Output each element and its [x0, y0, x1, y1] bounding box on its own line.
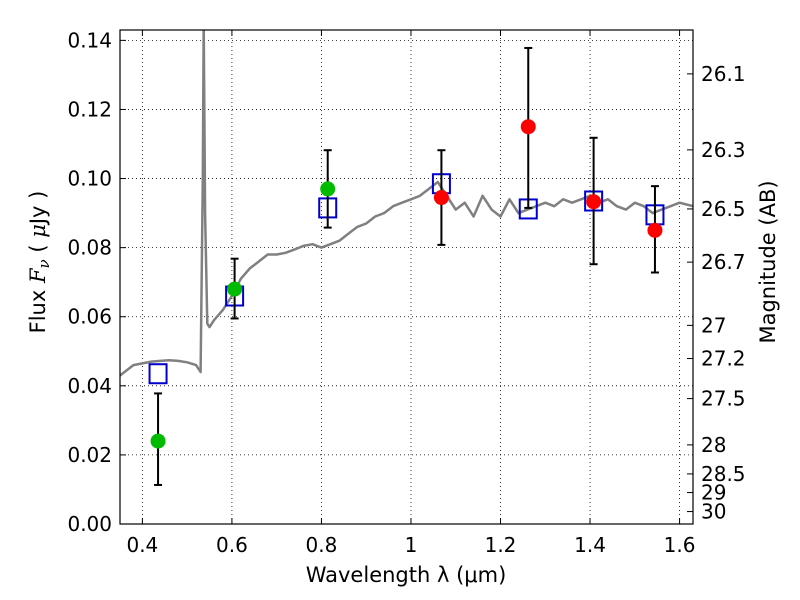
x-tick-label: 0.6	[216, 533, 248, 557]
observed-flux-point	[227, 281, 243, 297]
y2-tick-label: 26.1	[701, 62, 746, 86]
y2-tick-label: 26.5	[701, 197, 746, 221]
axis-ticks: 0.4 0.6 0.8 1 1.2 1.4 1.6 0.00 0.02 0.04 0.06 0.08 0…	[67, 28, 745, 557]
y-tick-label: 0.02	[67, 443, 112, 467]
y-tick-label: 0.08	[67, 236, 112, 260]
y2-tick-label: 26.7	[701, 250, 746, 274]
y-tick-label: 0.14	[67, 28, 112, 52]
y2-tick-label: 30	[701, 500, 726, 524]
y2-tick-label: 26.3	[701, 138, 746, 162]
model-spectrum-line	[120, 30, 693, 377]
x-tick-label: 1.4	[574, 533, 606, 557]
x-axis-label: Wavelength λ (μm)	[306, 563, 507, 587]
x-tick-label: 1.2	[485, 533, 517, 557]
observed-flux-point	[520, 119, 536, 135]
observed-flux-point	[647, 222, 663, 238]
x-tick-label: 1.6	[664, 533, 696, 557]
plot-area	[120, 30, 693, 486]
y2-tick-label: 28.5	[701, 462, 746, 486]
y2-tick-label: 28	[701, 433, 726, 457]
y2-tick-label: 27	[701, 313, 726, 337]
observed-flux-point	[150, 433, 166, 449]
y2-axis-label: Magnitude (AB)	[756, 180, 780, 343]
x-tick-label: 0.8	[306, 533, 338, 557]
y-tick-label: 0.12	[67, 97, 112, 121]
plot-frame	[119, 29, 694, 525]
model-flux-square	[148, 363, 168, 385]
y2-tick-label: 27.2	[701, 347, 746, 371]
observed-flux-point	[320, 181, 336, 197]
x-tick-label: 0.4	[126, 533, 158, 557]
y-tick-label: 0.06	[67, 305, 112, 329]
y-axis-label: Flux Fν ( μJy )	[26, 191, 53, 334]
y2-tick-label: 27.5	[701, 387, 746, 411]
y-tick-label: 0.04	[67, 374, 112, 398]
y2-tick-label: 29	[701, 481, 726, 505]
y-tick-label: 0.00	[67, 512, 112, 536]
observed-flux-point	[586, 194, 602, 210]
x-tick-label: 1	[405, 533, 418, 557]
observed-flux-point	[433, 190, 449, 206]
y-tick-label: 0.10	[67, 167, 112, 191]
